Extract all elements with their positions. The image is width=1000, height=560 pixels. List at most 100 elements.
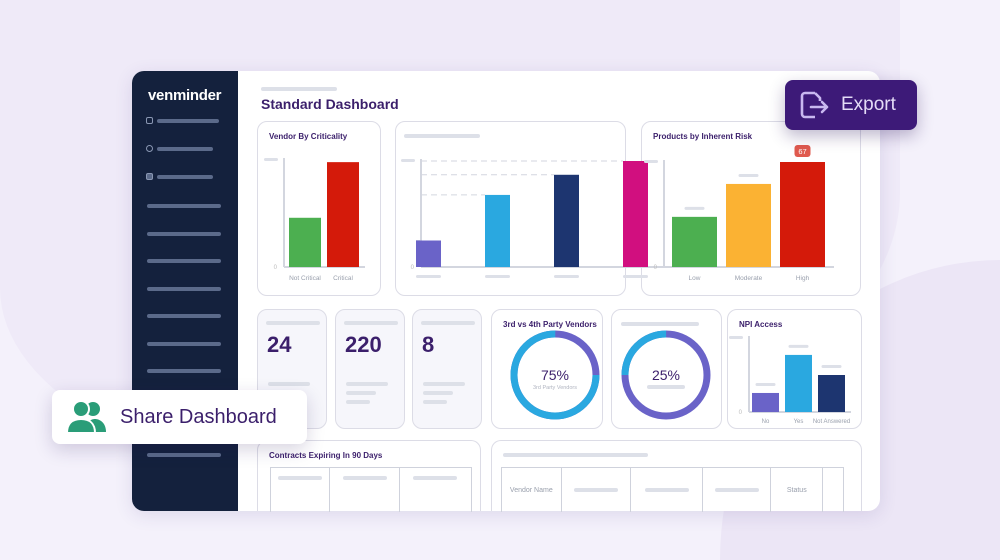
- x-tick-label: Moderate: [735, 275, 763, 282]
- label-placeholder: [423, 382, 465, 386]
- table-header-cell: [330, 468, 400, 512]
- table-header-vendor-name[interactable]: Vendor Name: [502, 468, 562, 512]
- stat-card[interactable]: 220: [335, 309, 405, 429]
- x-tick-label: No: [762, 419, 770, 425]
- label-placeholder: [346, 382, 388, 386]
- sidebar-item[interactable]: [147, 287, 221, 291]
- stat-value: 8: [422, 332, 435, 357]
- table-header-cell[interactable]: [562, 468, 632, 512]
- sidebar-item[interactable]: [157, 119, 219, 123]
- label-placeholder: [268, 382, 310, 386]
- y-tick-label: 0: [739, 410, 743, 416]
- table-header-cell[interactable]: [703, 468, 772, 512]
- sidebar-item[interactable]: [147, 369, 221, 373]
- bar: [672, 216, 717, 267]
- page-title: Standard Dashboard: [261, 96, 399, 112]
- vendor-table: Vendor Name Status: [501, 467, 844, 512]
- bar: [327, 162, 359, 267]
- square-icon[interactable]: [146, 173, 153, 180]
- value-placeholder: [684, 206, 705, 210]
- label-placeholder: [344, 321, 398, 325]
- donut-sublabel: 3rd Party Vendors: [533, 385, 577, 391]
- x-tick-label: Low: [689, 275, 701, 282]
- donut-value: 75%: [541, 367, 569, 383]
- bar: [785, 354, 812, 412]
- x-tick-label: Not Critical: [289, 275, 321, 282]
- value-placeholder: [821, 365, 842, 368]
- table-header-cell[interactable]: [631, 468, 703, 512]
- y-tick-placeholder: [401, 159, 415, 162]
- y-tick-placeholder: [729, 336, 743, 339]
- users-icon: [66, 400, 106, 434]
- sidebar-item[interactable]: [157, 147, 213, 151]
- contracts-card: Contracts Expiring In 90 Days: [257, 440, 481, 512]
- label-placeholder: [421, 321, 475, 325]
- data-label: 67: [798, 147, 806, 156]
- x-tick-label: Critical: [333, 275, 353, 282]
- x-tick-label: Not Answered: [813, 419, 850, 425]
- card-title: NPI Access: [739, 320, 783, 329]
- bar: [780, 162, 825, 267]
- card-title: Products by Inherent Risk: [653, 132, 753, 141]
- x-tick-placeholder: [416, 275, 441, 278]
- card-title: Vendor By Criticality: [269, 132, 348, 141]
- share-dashboard-button[interactable]: Share Dashboard: [52, 390, 307, 444]
- stat-value: 24: [267, 332, 292, 357]
- check-icon[interactable]: [146, 145, 153, 152]
- donut-segment: [621, 330, 711, 420]
- donut-value: 25%: [652, 367, 680, 383]
- contracts-table: [270, 467, 472, 512]
- label-placeholder: [346, 391, 376, 395]
- table-header-status[interactable]: Status: [771, 468, 824, 512]
- sidebar-item[interactable]: [147, 232, 221, 236]
- sidebar-item[interactable]: [147, 342, 221, 346]
- y-tick-label: 0: [411, 265, 415, 271]
- export-button[interactable]: Export: [785, 80, 917, 130]
- y-tick-placeholder: [264, 158, 278, 161]
- nav-icon[interactable]: [146, 117, 153, 124]
- label-placeholder: [346, 400, 370, 404]
- share-label: Share Dashboard: [120, 405, 277, 428]
- x-tick-placeholder: [554, 275, 579, 278]
- label-placeholder: [266, 321, 320, 325]
- sidebar-item[interactable]: [147, 259, 221, 263]
- x-tick-label: High: [796, 275, 810, 282]
- breadcrumb-placeholder: [261, 87, 337, 91]
- card-title: Contracts Expiring In 90 Days: [269, 451, 383, 460]
- data-label-badge: [794, 145, 811, 157]
- sidebar-item[interactable]: [147, 314, 221, 318]
- bar: [623, 161, 648, 267]
- export-label: Export: [841, 94, 896, 115]
- y-tick-placeholder: [644, 160, 658, 163]
- bar: [818, 375, 845, 412]
- vendor-table-card: Vendor Name Status: [491, 440, 862, 512]
- bar: [726, 183, 771, 267]
- sidebar-item[interactable]: [147, 204, 221, 208]
- table-header-cell: [271, 468, 331, 512]
- y-tick-label: 0: [274, 265, 278, 271]
- x-tick-label: Yes: [794, 419, 804, 425]
- value-placeholder: [738, 173, 759, 177]
- x-tick-placeholder: [485, 275, 510, 278]
- donut-segment: [510, 330, 600, 420]
- donut-sublabel-placeholder: [647, 385, 685, 389]
- bar: [485, 194, 510, 267]
- bar: [416, 240, 441, 267]
- stat-card[interactable]: 8: [412, 309, 482, 429]
- label-placeholder: [423, 391, 453, 395]
- file-export-icon: [800, 91, 829, 119]
- stat-value: 220: [345, 332, 382, 357]
- value-placeholder: [788, 344, 809, 348]
- table-header-cell: [400, 468, 471, 512]
- value-placeholder: [755, 382, 776, 386]
- label-placeholder: [423, 400, 447, 404]
- card-title: 3rd vs 4th Party Vendors: [503, 320, 597, 329]
- title-placeholder: [621, 322, 699, 326]
- title-placeholder: [404, 134, 480, 138]
- sidebar-item[interactable]: [157, 175, 213, 179]
- title-placeholder: [503, 453, 648, 457]
- sidebar-item[interactable]: [147, 453, 221, 457]
- bar: [554, 174, 579, 267]
- x-tick-placeholder: [623, 275, 648, 278]
- y-tick-label: 0: [654, 265, 658, 271]
